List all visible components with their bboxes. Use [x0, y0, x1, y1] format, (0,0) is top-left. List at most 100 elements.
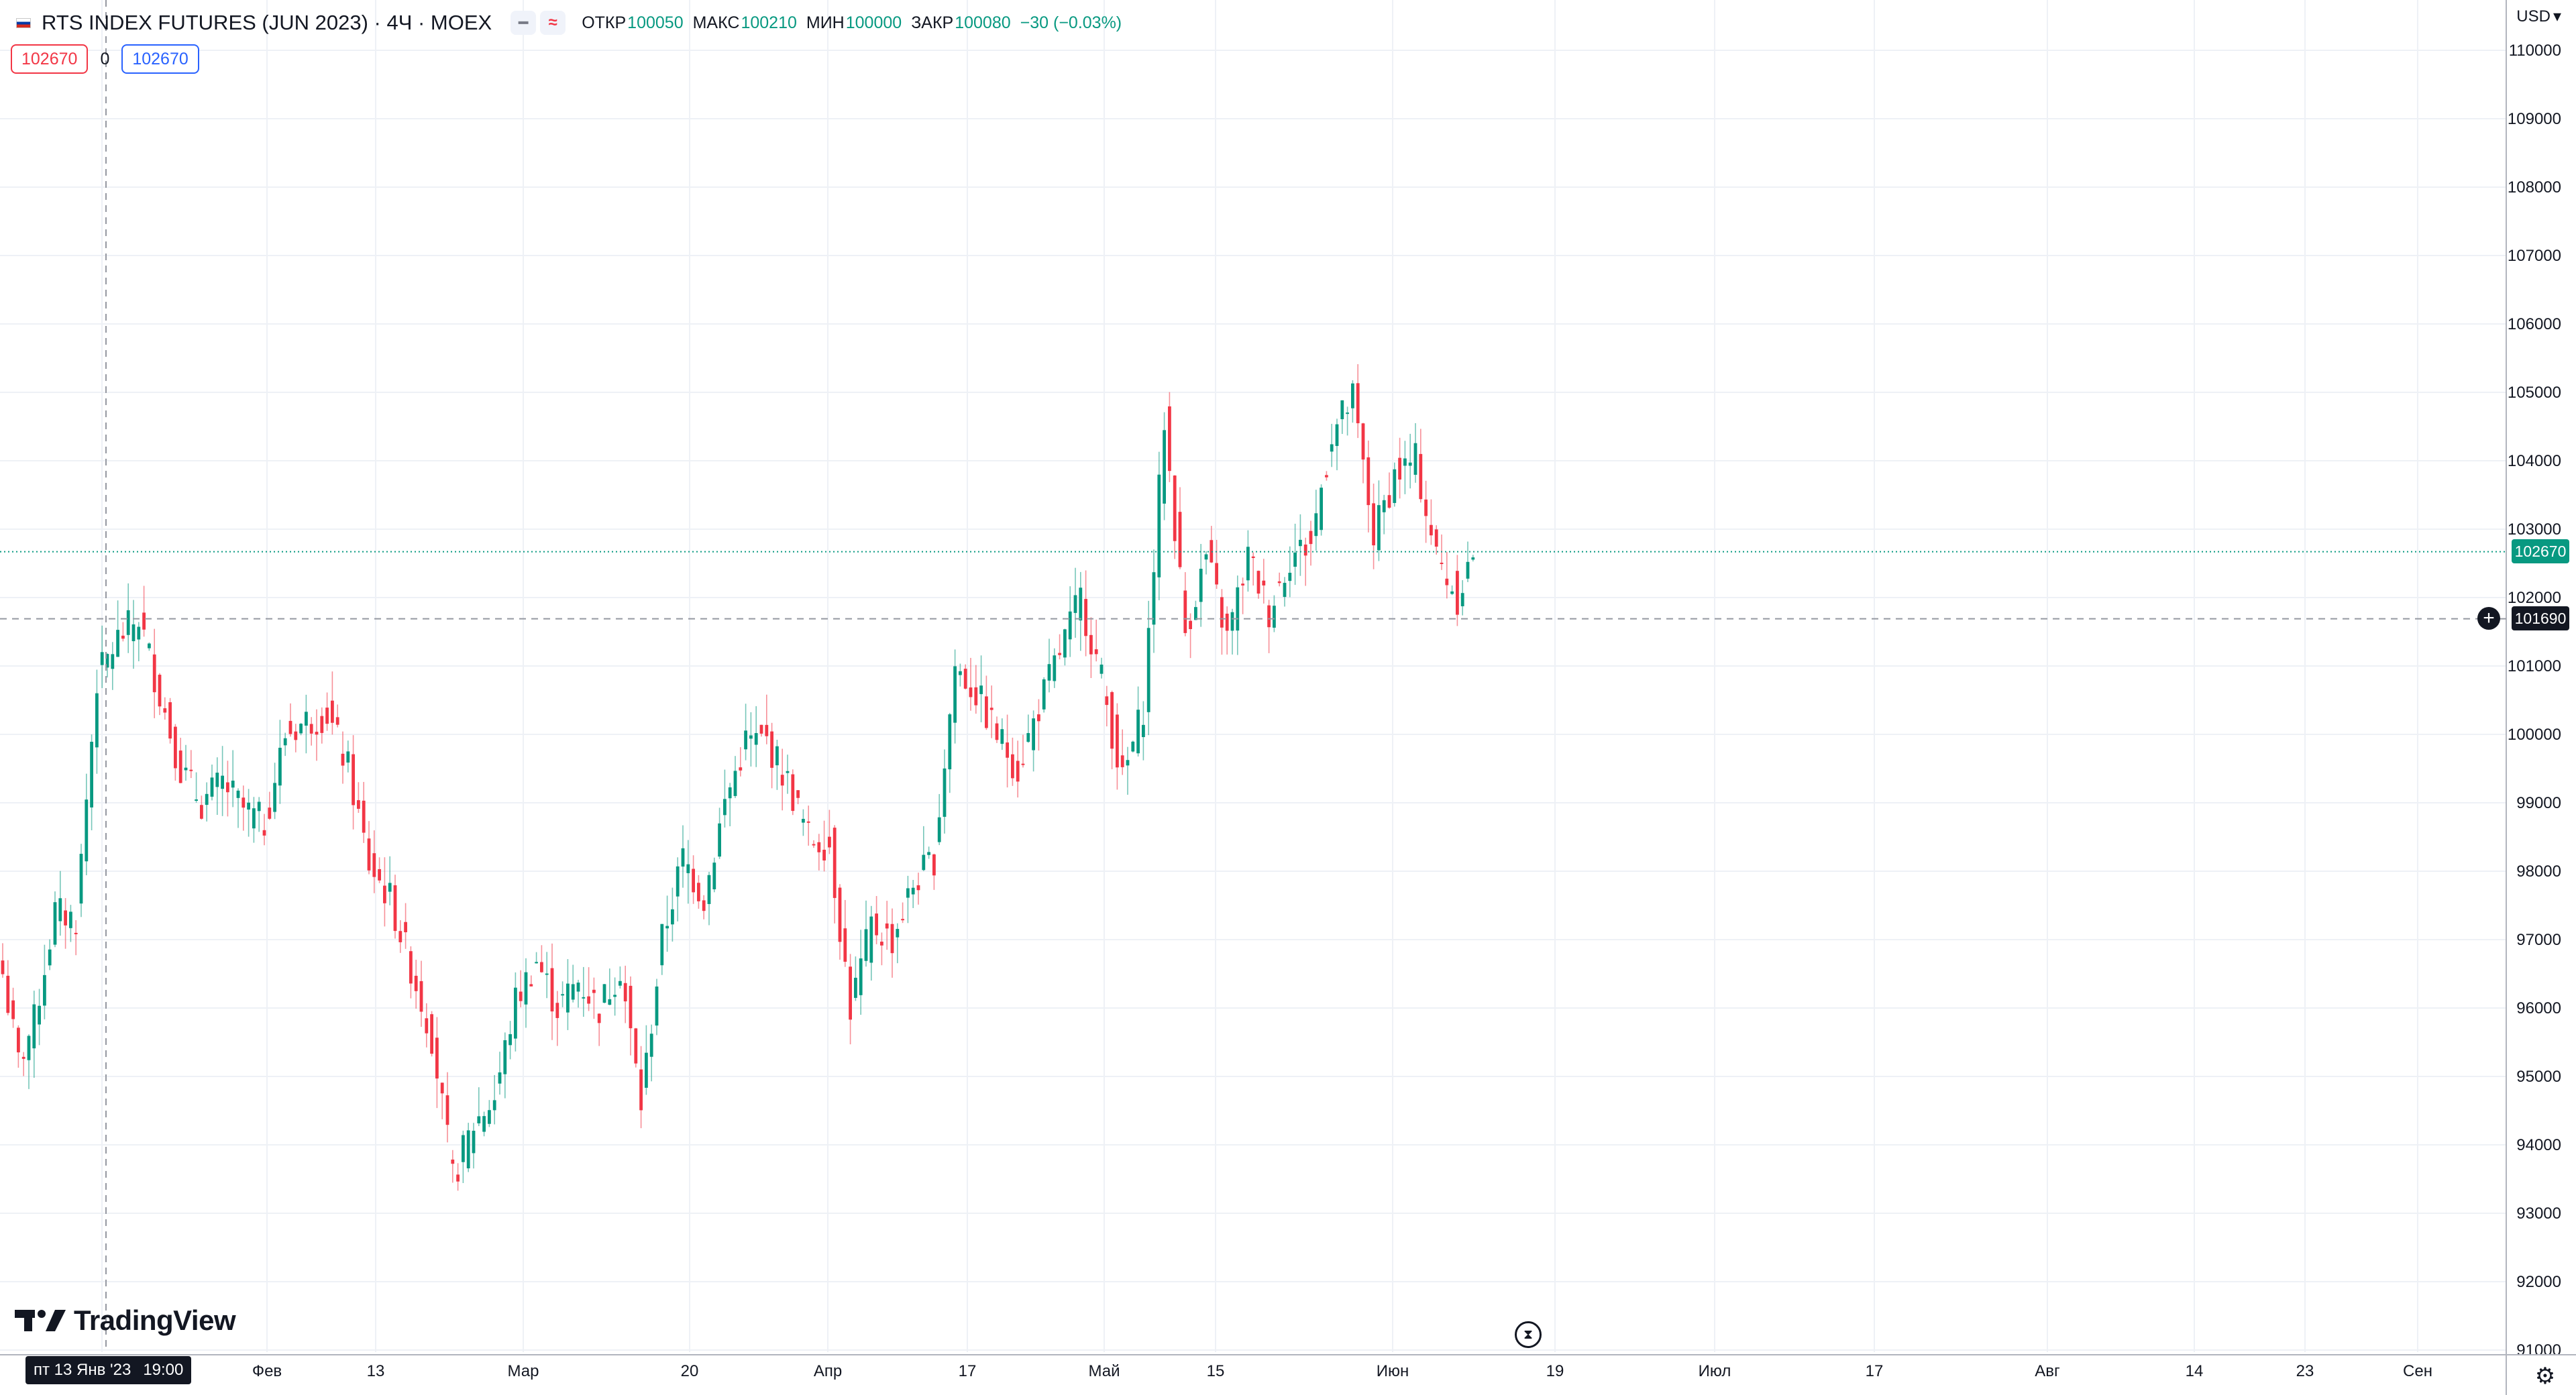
candle-body	[215, 773, 219, 787]
candle-body	[346, 751, 350, 763]
candle-body	[1120, 755, 1124, 767]
candle-body	[1073, 595, 1077, 613]
sell-button[interactable]: 102670	[11, 44, 89, 74]
price-axis-label: 93000	[2516, 1205, 2561, 1223]
time-axis-label: Май	[1088, 1362, 1120, 1380]
candle-body	[608, 999, 612, 1005]
candle-body	[869, 916, 873, 963]
candle-body	[649, 1034, 653, 1057]
candle-body	[639, 1069, 643, 1111]
candle-body	[890, 924, 894, 954]
time-axis-label: 19	[1546, 1362, 1564, 1380]
candle-body	[922, 854, 926, 871]
plus-icon[interactable]: +	[2477, 607, 2500, 630]
candle-body	[111, 654, 115, 669]
candle-body	[619, 981, 622, 986]
candle-body	[352, 754, 355, 805]
candle-body	[1105, 696, 1109, 706]
candle-body	[1445, 578, 1449, 585]
candle-body	[43, 974, 46, 1006]
candle-body	[288, 720, 292, 734]
candle-body	[1006, 742, 1009, 758]
candle-body	[1068, 611, 1072, 640]
candle-body	[1183, 590, 1187, 633]
candle-body	[602, 984, 606, 1003]
symbol-legend: RTS INDEX FUTURES (JUN 2023) · 4Ч · MOEX…	[16, 8, 1131, 38]
candle-body	[1398, 457, 1401, 480]
candle-body	[79, 854, 83, 904]
candle-body	[665, 926, 669, 929]
price-axis-label: 95000	[2516, 1068, 2561, 1086]
price-axis-label: 102000	[2508, 589, 2561, 607]
gear-icon[interactable]: ⚙	[2534, 1363, 2556, 1389]
candle-body	[995, 723, 999, 740]
price-axis-label: 104000	[2508, 452, 2561, 470]
candle-body	[1241, 583, 1244, 585]
candle-body	[1288, 573, 1292, 581]
candle-body	[226, 782, 229, 793]
candle-body	[148, 643, 151, 649]
candle-body	[1299, 539, 1302, 547]
candle-body	[64, 910, 67, 926]
candle-body	[383, 885, 386, 903]
candle-body	[906, 888, 910, 898]
candle-body	[488, 1110, 491, 1124]
candle-body	[1387, 495, 1391, 508]
candle-body	[1314, 513, 1318, 537]
candle-body	[1456, 571, 1459, 615]
candle-body	[294, 731, 298, 740]
candle-body	[780, 775, 784, 786]
spread-value: 0	[100, 49, 110, 68]
low-value: 100000	[845, 13, 902, 32]
currency-label: USD	[2516, 7, 2551, 25]
candle-body	[545, 973, 549, 975]
price-axis-label: 97000	[2516, 931, 2561, 949]
candle-body	[1016, 761, 1020, 782]
currency-selector[interactable]: USD ▾	[2516, 7, 2561, 26]
wave-icon[interactable]: ≈	[540, 11, 566, 35]
tradingview-logo[interactable]: TradingView	[15, 1304, 236, 1337]
price-axis-label: 96000	[2516, 999, 2561, 1017]
candle-body	[1110, 691, 1114, 749]
candle-body	[168, 702, 172, 739]
candle-body	[765, 724, 769, 736]
candle-body	[477, 1116, 481, 1123]
candle-body	[1361, 423, 1365, 460]
candle-body	[1142, 724, 1145, 738]
candle-body	[1131, 741, 1135, 752]
candle-body	[1157, 474, 1161, 577]
candle-body	[357, 800, 360, 809]
hourglass-icon[interactable]: ⧗	[1515, 1321, 1542, 1348]
candle-body	[1466, 561, 1470, 579]
candle-body	[278, 747, 282, 786]
candle-body	[974, 687, 978, 706]
candle-body	[676, 866, 680, 897]
candle-body	[1430, 524, 1433, 536]
candle-body	[482, 1116, 486, 1132]
candle-body	[1246, 547, 1250, 581]
candle-body	[414, 975, 418, 991]
close-value: 100080	[955, 13, 1011, 32]
symbol-title[interactable]: RTS INDEX FUTURES (JUN 2023) · 4Ч · MOEX	[42, 11, 492, 34]
candle-body	[796, 790, 800, 798]
candle-body	[435, 1038, 439, 1079]
price-axis-label: 101000	[2508, 657, 2561, 675]
candle-body	[53, 902, 57, 945]
candle-body	[629, 985, 633, 1029]
candle-body	[592, 989, 596, 993]
buy-button[interactable]: 102670	[121, 44, 199, 74]
candle-body	[1413, 443, 1417, 475]
candle-body	[927, 852, 930, 855]
candle-body	[1173, 476, 1177, 541]
candle-body	[1267, 605, 1271, 628]
tradingview-logo-icon	[15, 1310, 66, 1331]
candle-body	[582, 997, 586, 999]
candle-body	[90, 741, 93, 807]
candle-body	[1440, 562, 1444, 564]
candle-body	[1293, 552, 1297, 567]
minus-icon[interactable]: ━	[511, 11, 537, 35]
candle-body	[252, 808, 256, 829]
candle-body	[178, 750, 182, 783]
